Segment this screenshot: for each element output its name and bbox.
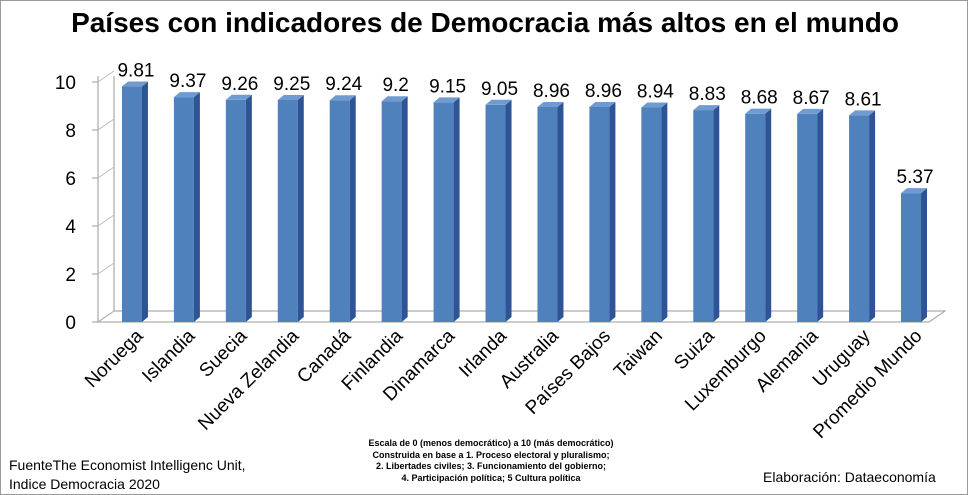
bar-top	[537, 101, 564, 107]
y-tick-label: 4	[65, 217, 76, 238]
bar-top	[173, 92, 200, 98]
bar-top	[641, 102, 668, 108]
scale-line-4: 4. Participación política; 5 Cultura pol…	[401, 472, 581, 483]
x-tick-label: Taiwan	[610, 326, 667, 383]
source-line-1: FuenteThe Economist Intelligenc Unit,	[9, 457, 246, 473]
data-label: 8.83	[689, 84, 726, 105]
data-label: 9.2	[382, 75, 408, 96]
bar-front	[693, 110, 714, 322]
scale-note: Escala de 0 (menos democrático) a 10 (má…	[301, 438, 681, 484]
scale-line-2: Construida en base a 1. Proceso electora…	[372, 449, 610, 460]
data-label: 9.81	[117, 61, 154, 82]
bar-top	[121, 81, 148, 87]
bar-side	[505, 99, 512, 322]
bar-top	[693, 105, 720, 111]
x-tick-label: Noruega	[81, 325, 148, 392]
bar-front	[485, 104, 506, 322]
y-tick-depth	[97, 166, 115, 179]
data-label: 8.96	[533, 81, 570, 102]
bar-side	[713, 105, 720, 322]
x-tick-label: Islandia	[138, 325, 199, 386]
bar-side	[921, 188, 928, 322]
x-tick-label: Suiza	[670, 325, 719, 374]
y-axis-wall	[97, 76, 115, 323]
axes: 0 2 4 6 8 10	[55, 70, 947, 334]
bar-side	[609, 101, 616, 323]
bar-front	[173, 97, 194, 323]
bar-front	[277, 100, 298, 322]
bars-group	[121, 81, 928, 323]
bar-side	[453, 97, 460, 323]
bar-side	[765, 108, 772, 323]
bar-front	[381, 101, 402, 322]
bar-side	[817, 108, 824, 322]
data-label: 9.15	[429, 76, 466, 97]
data-label: 9.05	[481, 79, 518, 100]
data-label: 9.25	[273, 74, 310, 95]
bar-front	[745, 113, 766, 323]
scale-line-3: 2. Libertades civiles; 3. Funcionamiento…	[375, 461, 607, 471]
bar-front	[797, 113, 818, 322]
bar-front	[433, 102, 454, 323]
bar-top	[901, 188, 928, 194]
bar-side	[141, 81, 148, 322]
bar-top	[589, 101, 616, 107]
bar-top	[849, 110, 876, 116]
source-note: FuenteThe Economist Intelligenc Unit, In…	[9, 456, 246, 494]
bar-side	[661, 102, 668, 322]
scale-line-1: Escala de 0 (menos democrático) a 10 (má…	[368, 438, 614, 448]
bar-front	[589, 106, 610, 323]
data-label: 8.96	[585, 81, 622, 102]
bar-top	[277, 95, 304, 100]
data-label: 9.24	[325, 74, 362, 95]
y-tick-depth	[97, 310, 115, 323]
bar-side	[193, 92, 200, 323]
y-tick-depth	[97, 214, 115, 227]
bar-front	[901, 193, 922, 322]
bar-top	[329, 95, 356, 101]
bar-front	[641, 107, 662, 322]
data-label: 9.37	[169, 71, 206, 92]
bar-top	[485, 99, 512, 105]
y-tick-depth	[97, 118, 115, 131]
bar-front	[537, 106, 558, 323]
data-label: 8.67	[793, 88, 830, 109]
bar-side	[349, 95, 356, 323]
data-label: 8.61	[845, 89, 882, 110]
bar-front	[225, 99, 246, 322]
bar-side	[401, 96, 408, 322]
data-label: 9.26	[221, 74, 258, 95]
y-tick-label: 8	[65, 121, 76, 142]
bar-top	[745, 108, 772, 114]
source-line-2: Indice Democracia 2020	[9, 476, 160, 492]
bar-top	[433, 97, 460, 103]
y-tick-label: 2	[65, 265, 76, 286]
y-tick-label: 10	[55, 73, 76, 94]
bar-side	[297, 95, 304, 322]
bar-side	[245, 94, 252, 322]
data-label: 8.94	[637, 81, 674, 102]
data-label: 8.68	[741, 88, 778, 109]
bar-front	[849, 115, 870, 322]
bar-top	[797, 108, 824, 114]
bar-top	[225, 94, 252, 100]
bar-side	[557, 101, 564, 323]
y-tick-depth	[97, 262, 115, 275]
bar-side	[869, 110, 876, 322]
bar-front	[329, 100, 350, 323]
author-note: Elaboración: Dataeconomía	[763, 469, 936, 485]
bar-front	[121, 86, 142, 322]
y-tick-label: 0	[65, 313, 76, 334]
chart-title: Países con indicadores de Democracia más…	[71, 7, 899, 38]
bar-top	[381, 96, 408, 102]
y-tick-label: 6	[65, 169, 76, 190]
y-tick-depth	[97, 70, 115, 83]
data-label: 5.37	[897, 167, 934, 188]
